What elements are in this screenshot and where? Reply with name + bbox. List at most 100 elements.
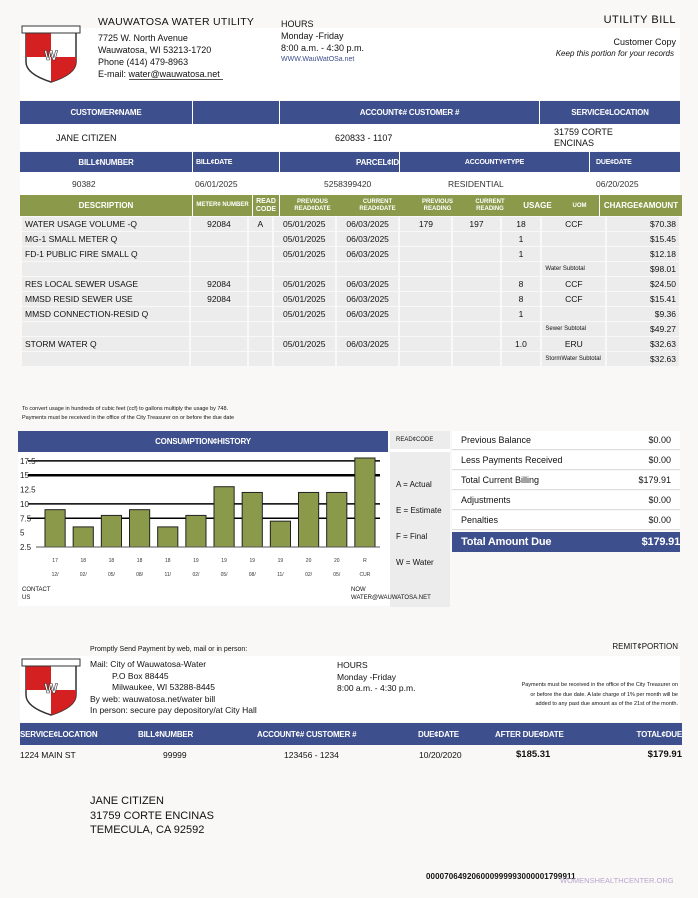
hours-days: Monday -Friday bbox=[337, 671, 397, 682]
line-item-row: WATER USAGE VOLUME -Q 92084 A 05/01/2025 06/… bbox=[22, 217, 679, 231]
line-item-cell: Water Subtotal bbox=[542, 262, 606, 276]
notes: To convert usage in hundreds of cubic fe… bbox=[22, 405, 234, 423]
line-item-cell bbox=[273, 262, 335, 276]
line-item-cell: $98.01 bbox=[607, 262, 679, 276]
x-tick-label: R bbox=[363, 558, 367, 564]
line-item-cell bbox=[400, 322, 452, 336]
line-item-cell: $70.38 bbox=[607, 217, 679, 231]
y-tick-label: 17.5 bbox=[20, 457, 36, 466]
col-description: DESCRIPTION bbox=[20, 195, 193, 216]
due-date: 06/20/2025 bbox=[596, 178, 639, 189]
line-item-cell: $49.27 bbox=[607, 322, 679, 336]
line-item-cell bbox=[501, 262, 541, 276]
line-item-cell: Sewer Subtotal bbox=[542, 322, 606, 336]
line-item-cell: FD-1 PUBLIC FIRE SMALL Q bbox=[22, 247, 189, 261]
city-seal-logo: W bbox=[21, 25, 81, 83]
line-item-cell bbox=[453, 337, 500, 351]
summary-value: $179.91 bbox=[638, 475, 671, 485]
col-blank bbox=[193, 101, 280, 124]
x-tick-label: 02/ bbox=[192, 572, 200, 577]
line-item-cell: 05/01/2025 bbox=[273, 247, 335, 261]
y-tick-label: 2.5 bbox=[20, 543, 32, 552]
col-account: ACCOUNT¢# CUSTOMER # bbox=[280, 101, 540, 124]
parcel-id: 5258399420 bbox=[324, 178, 372, 189]
col-bill-number: BILL¢NUMBER bbox=[20, 152, 193, 172]
contact-email-link[interactable]: WATER@WAUWATOSA.NET bbox=[351, 595, 431, 601]
line-item-cell bbox=[542, 247, 606, 261]
read-code-item: E = Estimate bbox=[396, 506, 442, 515]
line-item-cell: 1 bbox=[501, 232, 541, 246]
line-item-cell bbox=[400, 232, 452, 246]
line-item-cell bbox=[501, 352, 541, 366]
line-item-cell bbox=[22, 352, 189, 366]
line-item-cell: A bbox=[249, 217, 272, 231]
summary-row: Penalties $0.00 bbox=[452, 511, 680, 530]
x-tick-label: 19 bbox=[249, 558, 255, 564]
phone: Phone (414) 479-8963 bbox=[98, 57, 189, 67]
line-item-cell: StormWater Subtotal bbox=[542, 352, 606, 366]
utility-name: WAUWATOSA WATER UTILITY bbox=[98, 16, 255, 28]
col-usage: USAGE bbox=[523, 201, 552, 210]
col-bill-number: BILL¢NUMBER bbox=[138, 729, 194, 739]
bill-number: 99999 bbox=[163, 749, 187, 760]
col-curr-reading: CURRENT READING bbox=[475, 198, 505, 212]
line-item-cell bbox=[190, 307, 248, 321]
remit-row: 1224 MAIN ST 99999 123456 - 1234 10/20/2… bbox=[20, 745, 682, 764]
copy-note: Keep this portion for your records bbox=[555, 49, 674, 58]
col-service-location: SERVICE¢LOCATION bbox=[571, 108, 649, 117]
line-item-row: MG-1 SMALL METER Q 05/01/2025 06/03/2025 1 $… bbox=[22, 232, 679, 246]
summary-row: Less Payments Received $0.00 bbox=[452, 451, 680, 470]
line-item-cell bbox=[249, 337, 272, 351]
summary-label: Total Current Billing bbox=[461, 475, 540, 485]
hours-time: 8:00 a.m. - 4:30 p.m. bbox=[337, 683, 416, 693]
line-item-cell: 197 bbox=[453, 217, 500, 231]
col-parcel-id: PARCEL¢ID bbox=[280, 152, 400, 172]
web-payment: By web: wauwatosa.net/water bill bbox=[90, 693, 216, 704]
line-item-cell bbox=[453, 292, 500, 306]
line-item-cell bbox=[400, 352, 452, 366]
remit-prompt: Promptly Send Payment by web, mail or in… bbox=[90, 646, 248, 653]
contact-text: US bbox=[22, 595, 31, 601]
contact-email: NOW WATER@WAUWATOSA.NET bbox=[351, 586, 431, 602]
summary-label: Adjustments bbox=[461, 495, 511, 505]
bar bbox=[241, 491, 263, 548]
contact-label: CONTACT US bbox=[22, 586, 51, 602]
line-item-cell bbox=[453, 322, 500, 336]
y-tick-label: 12.5 bbox=[20, 486, 36, 495]
email-link[interactable]: water@wauwatosa.net bbox=[128, 69, 223, 80]
line-item-cell: 1 bbox=[501, 307, 541, 321]
col-service-location: SERVICE¢LOCATION bbox=[20, 729, 98, 739]
line-item-row: Sewer Subtotal $49.27 bbox=[22, 322, 679, 336]
line-item-cell bbox=[336, 262, 399, 276]
x-tick-label: 08/ bbox=[136, 572, 144, 577]
line-item-cell bbox=[249, 247, 272, 261]
website-link[interactable]: WWW.WauWatOSa.net bbox=[281, 56, 355, 63]
line-item-row: FD-1 PUBLIC FIRE SMALL Q 05/01/2025 06/03/… bbox=[22, 247, 679, 261]
line-item-cell: 18 bbox=[501, 217, 541, 231]
items-header-band: DESCRIPTION METER¢ NUMBER READ CODE PREV… bbox=[20, 195, 682, 216]
line-item-cell bbox=[249, 352, 272, 366]
line-item-cell bbox=[190, 337, 248, 351]
x-tick-label: 05/ bbox=[333, 572, 341, 577]
bar bbox=[157, 526, 179, 548]
line-item-row: Water Subtotal $98.01 bbox=[22, 262, 679, 276]
line-item-cell: 06/03/2025 bbox=[336, 277, 399, 291]
read-code-panel: READ¢CODE A = Actual E = Estimate F = Fi… bbox=[390, 431, 450, 607]
total-due: $179.91 bbox=[647, 749, 682, 760]
bar bbox=[213, 486, 235, 548]
line-item-cell bbox=[249, 262, 272, 276]
line-item-cell bbox=[190, 322, 248, 336]
col-curr-read-date: CURRENT READ¢DATE bbox=[359, 198, 396, 212]
line-item-cell: $24.50 bbox=[607, 277, 679, 291]
line-item-cell: 06/03/2025 bbox=[336, 337, 399, 351]
x-tick-label: 05/ bbox=[221, 572, 229, 577]
doc-title: UTILITY BILL bbox=[603, 14, 676, 26]
line-item-cell: 05/01/2025 bbox=[273, 217, 335, 231]
city-seal-logo: W bbox=[21, 658, 81, 716]
line-item-cell bbox=[249, 322, 272, 336]
line-item-cell bbox=[249, 307, 272, 321]
line-item-cell: 1.0 bbox=[501, 337, 541, 351]
summary-label: Less Payments Received bbox=[461, 455, 563, 465]
line-item-cell: 92084 bbox=[190, 277, 248, 291]
line-item-cell bbox=[273, 322, 335, 336]
